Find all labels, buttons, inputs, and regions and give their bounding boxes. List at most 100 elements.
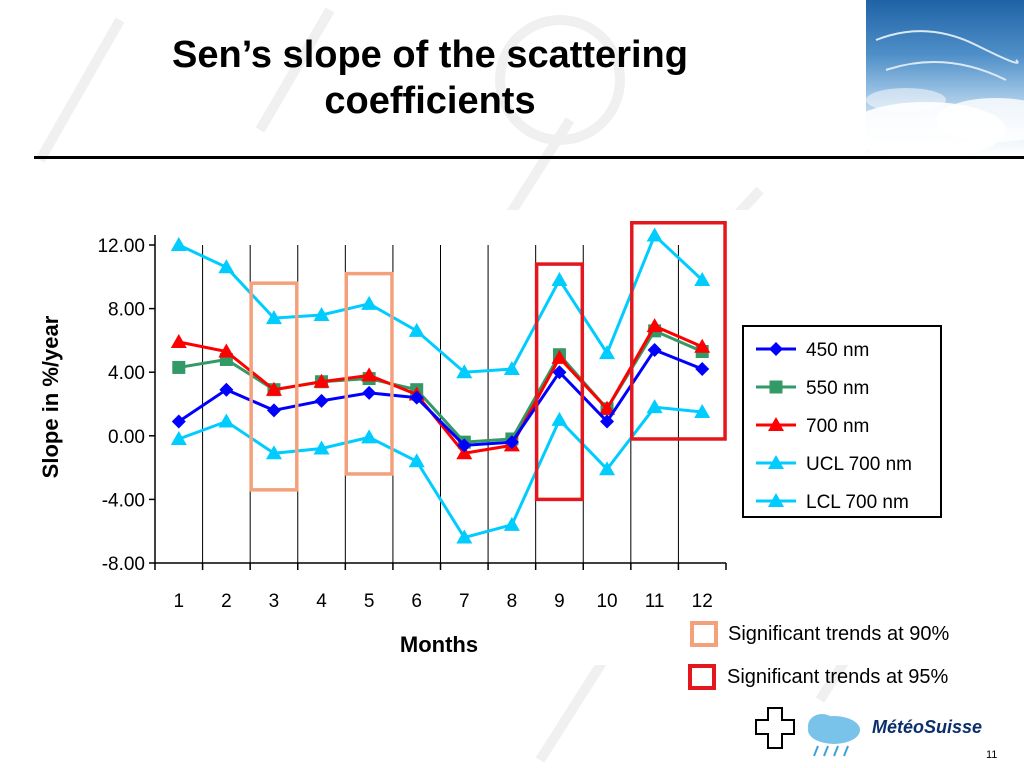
- x-tick-label: 2: [221, 591, 232, 612]
- data-point: [265, 310, 282, 325]
- data-point: [218, 413, 235, 428]
- series-lcl-700-nm: [170, 399, 711, 544]
- x-tick-label: 1: [174, 591, 185, 612]
- x-tick-label: 3: [269, 591, 280, 612]
- y-tick-label: 8.00: [108, 300, 145, 321]
- x-tick-label: 6: [411, 591, 422, 612]
- y-tick-label: -8.00: [102, 554, 145, 575]
- data-point: [362, 385, 377, 400]
- data-point: [408, 453, 425, 468]
- key-label-95: Significant trends at 95%: [727, 666, 949, 688]
- legend-marker: [768, 493, 784, 507]
- data-point: [265, 445, 282, 460]
- data-point: [551, 411, 568, 426]
- header-sky-image: [866, 0, 1024, 156]
- series-line: [178, 232, 704, 374]
- data-point: [694, 271, 711, 286]
- page-number: 11: [986, 749, 998, 761]
- data-point: [170, 237, 187, 251]
- chart-legend: 450 nm 550 nm 700 nm UCL 700 nm LCL 700 nm: [742, 325, 942, 518]
- legend-label: 550 nm: [806, 378, 869, 399]
- data-point: [170, 333, 187, 348]
- data-point: [361, 367, 378, 382]
- data-point: [266, 403, 281, 418]
- series-line: [178, 405, 703, 540]
- data-point: [551, 349, 568, 364]
- y-tick-label: 0.00: [108, 427, 145, 448]
- significance-box-95: [630, 220, 727, 441]
- data-point: [599, 400, 616, 415]
- significance-box-95: [534, 262, 585, 502]
- x-tick-label: 7: [459, 591, 470, 612]
- data-point: [694, 338, 711, 353]
- data-point: [456, 364, 473, 379]
- legend-marker: [768, 455, 784, 469]
- data-point: [409, 390, 424, 405]
- data-point: [172, 360, 186, 374]
- data-point: [219, 382, 234, 397]
- series-line: [178, 324, 703, 455]
- series-lines: [170, 227, 711, 544]
- y-tick-label: -4.00: [102, 490, 145, 511]
- meteosuisse-logo-icon: [755, 707, 860, 757]
- data-point: [313, 373, 330, 388]
- legend-label: LCL 700 nm: [806, 492, 909, 513]
- data-point: [218, 259, 235, 274]
- slide-title-line-1: Sen’s slope of the scattering: [172, 34, 688, 76]
- legend-label: UCL 700 nm: [806, 454, 912, 475]
- significance-box-90: [344, 271, 394, 476]
- axes: 12.00 8.00 4.00 0.00 -4.00 -8.00 1 2 3 4 5 6 7 8 9 10 11…: [97, 235, 727, 612]
- data-point: [503, 516, 520, 531]
- legend-label: 450 nm: [806, 340, 869, 361]
- slide-title: Sen’s slope of the scattering coefficien…: [60, 32, 800, 124]
- title-underline: [34, 156, 1024, 159]
- data-point: [361, 295, 378, 310]
- x-tick-label: 5: [364, 591, 375, 612]
- data-point: [171, 414, 186, 429]
- key-box-95: [688, 664, 716, 690]
- data-point: [647, 342, 662, 357]
- legend-marker: [768, 417, 784, 431]
- y-tick-label: 12.00: [97, 236, 145, 257]
- data-point: [457, 438, 472, 453]
- data-point: [646, 399, 663, 414]
- legend-marker: [769, 342, 783, 356]
- data-point: [503, 361, 520, 376]
- x-tick-label: 8: [507, 591, 518, 612]
- x-tick-label: 9: [554, 591, 565, 612]
- data-point: [313, 306, 330, 321]
- x-tick-label: 4: [316, 591, 327, 612]
- data-point: [504, 435, 519, 450]
- data-point: [600, 414, 615, 429]
- legend-label: 700 nm: [806, 416, 869, 437]
- slide-title-line-2: coefficients: [324, 80, 536, 122]
- data-point: [599, 461, 616, 476]
- meteosuisse-logo-text: MétéoSuisse: [872, 717, 983, 737]
- data-point: [646, 227, 663, 242]
- key-label-90: Significant trends at 90%: [728, 623, 950, 645]
- data-point: [408, 322, 425, 337]
- data-point: [314, 393, 329, 408]
- key-box-90: [690, 621, 718, 647]
- data-point: [694, 403, 711, 418]
- y-axis-label: Slope in %/year: [38, 315, 63, 478]
- data-point: [551, 271, 568, 286]
- data-point: [599, 345, 616, 360]
- significance-box-90: [249, 281, 299, 492]
- x-tick-label: 11: [645, 591, 665, 612]
- x-tick-label: 10: [596, 591, 617, 612]
- data-point: [456, 529, 473, 544]
- data-point: [170, 430, 187, 445]
- data-point: [646, 318, 663, 333]
- x-axis-label: Months: [400, 632, 478, 657]
- data-point: [361, 429, 378, 444]
- data-point: [218, 343, 235, 358]
- data-point: [265, 381, 282, 396]
- data-point: [695, 362, 710, 377]
- legend-marker: [769, 380, 783, 394]
- significance-boxes: [249, 220, 727, 502]
- series-ucl-700-nm: [170, 227, 711, 379]
- y-tick-label: 4.00: [108, 363, 145, 384]
- series-line: [177, 348, 703, 447]
